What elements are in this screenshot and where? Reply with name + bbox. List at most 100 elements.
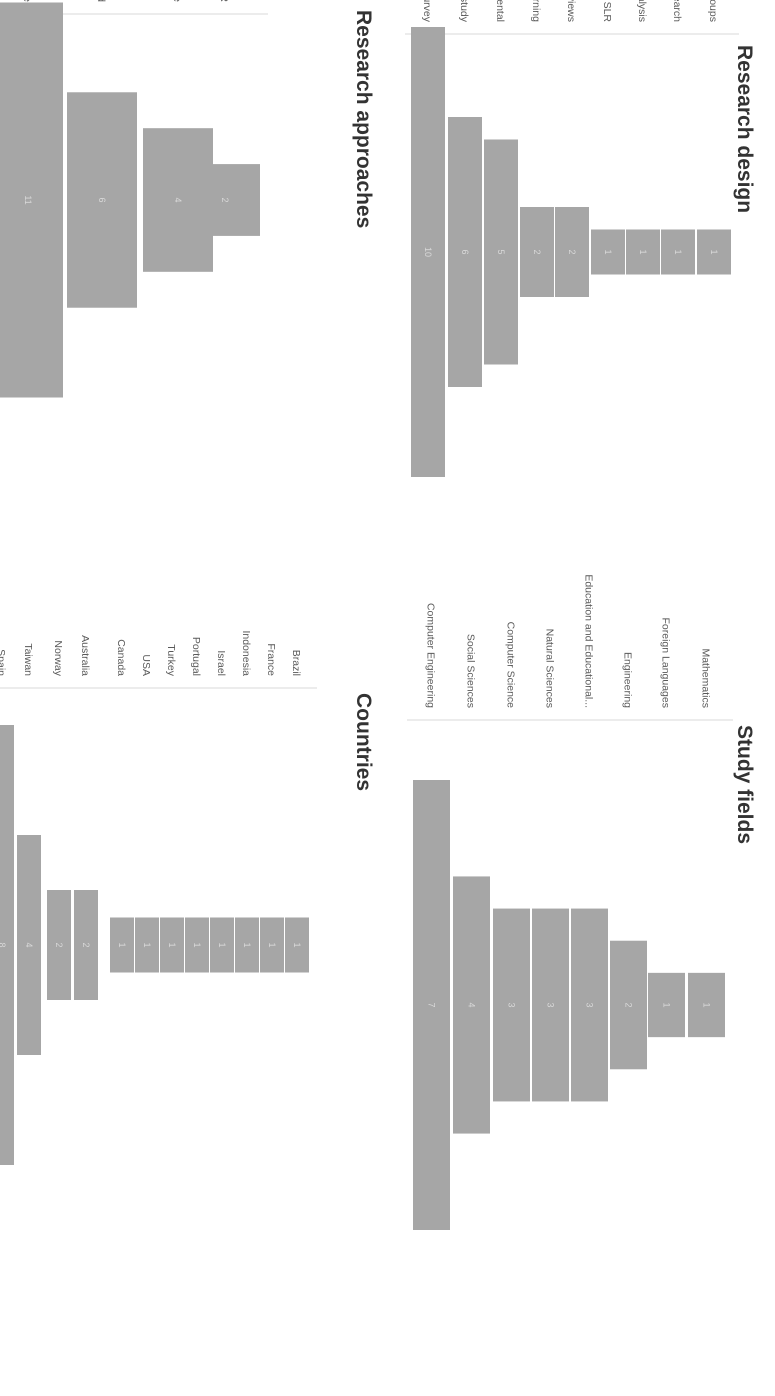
data-label: 6 bbox=[460, 249, 470, 254]
data-label: 2 bbox=[567, 249, 577, 254]
category-label: Action research bbox=[671, 0, 683, 22]
chart-title: Study fields bbox=[733, 725, 756, 844]
data-label: 1 bbox=[673, 249, 683, 254]
category-label: Turkey bbox=[165, 644, 177, 676]
rotated-figure-group: Study fields Mathematics 1 Foreign Language… bbox=[0, 0, 756, 1230]
category-label: Brazil bbox=[290, 650, 302, 676]
bar bbox=[411, 27, 445, 477]
bar bbox=[610, 940, 647, 1070]
data-label: 3 bbox=[507, 1002, 517, 1007]
data-label: 11 bbox=[23, 195, 33, 204]
data-label: 1 bbox=[702, 1002, 712, 1007]
category-label: Spain bbox=[0, 649, 7, 676]
bar bbox=[626, 229, 660, 275]
category-label: Interviews bbox=[565, 0, 577, 22]
bar bbox=[17, 835, 41, 1055]
chart-panel-2: Research design Focus groups 1 Action resea… bbox=[405, 0, 756, 477]
bar bbox=[448, 117, 482, 387]
category-label: Portugal bbox=[190, 637, 202, 676]
category-label: SLR bbox=[601, 2, 613, 23]
category-label: Computer Engineering bbox=[425, 603, 437, 708]
bar bbox=[110, 917, 134, 973]
bar bbox=[453, 876, 490, 1134]
data-label: 4 bbox=[24, 942, 34, 947]
category-label: Experimental bbox=[494, 0, 506, 22]
category-label: Australia bbox=[79, 635, 91, 676]
data-label: 1 bbox=[292, 942, 302, 947]
data-label: 1 bbox=[117, 942, 127, 947]
data-label: 2 bbox=[220, 197, 230, 202]
data-label: 2 bbox=[532, 249, 542, 254]
category-label: Deep learning bbox=[530, 0, 542, 22]
chart-panel-4: Research approaches SLR 2 Qualitative 4 Mixed… bbox=[0, 0, 375, 398]
data-label: 2 bbox=[54, 942, 64, 947]
bar bbox=[484, 139, 518, 365]
bar bbox=[210, 917, 234, 973]
bar bbox=[571, 908, 608, 1102]
category-label: Mixed bbox=[95, 0, 107, 2]
category-label: Mathematics bbox=[700, 648, 712, 708]
data-label: 1 bbox=[638, 249, 648, 254]
category-label: Education and Educational... bbox=[583, 574, 595, 708]
data-label: 6 bbox=[97, 197, 107, 202]
chart-title: Research approaches bbox=[352, 10, 375, 228]
bar bbox=[74, 890, 98, 1000]
category-label: Focus groups bbox=[707, 0, 719, 22]
bar bbox=[67, 92, 137, 308]
category-label: Survey bbox=[421, 0, 433, 23]
data-label: 8 bbox=[0, 942, 7, 947]
data-label: 3 bbox=[585, 1002, 595, 1007]
category-label: Foreign Languages bbox=[660, 618, 672, 709]
bar bbox=[520, 207, 554, 297]
data-label: 7 bbox=[427, 1002, 437, 1007]
bar bbox=[493, 908, 530, 1102]
bar bbox=[555, 207, 589, 297]
bar bbox=[688, 972, 725, 1038]
bar bbox=[532, 908, 569, 1102]
bar bbox=[135, 917, 159, 973]
category-label: SLR bbox=[218, 0, 230, 2]
category-label: Qualitative bbox=[171, 0, 183, 2]
chart-panel-1: Study fields Mathematics 1 Foreign Language… bbox=[407, 574, 756, 1230]
bar bbox=[648, 972, 685, 1038]
data-label: 1 bbox=[167, 942, 177, 947]
data-label: 1 bbox=[662, 1002, 672, 1007]
data-label: 3 bbox=[546, 1002, 556, 1007]
category-label: Indonesia bbox=[240, 630, 252, 676]
category-label: Quantitative bbox=[21, 0, 33, 2]
data-label: 1 bbox=[217, 942, 227, 947]
bar bbox=[413, 780, 450, 1230]
bar bbox=[160, 917, 184, 973]
data-label: 4 bbox=[173, 197, 183, 202]
bar bbox=[0, 2, 63, 398]
category-label: Norway bbox=[52, 640, 64, 676]
data-label: 10 bbox=[423, 247, 433, 257]
bar bbox=[591, 229, 625, 275]
category-label: Taiwan bbox=[22, 643, 34, 676]
data-label: 5 bbox=[496, 249, 506, 254]
category-label: Reflection analysis bbox=[636, 0, 648, 22]
bar bbox=[0, 725, 14, 1165]
data-label: 1 bbox=[267, 942, 277, 947]
data-label: 1 bbox=[242, 942, 252, 947]
category-label: Engineering bbox=[622, 652, 634, 708]
data-label: 2 bbox=[624, 1002, 634, 1007]
data-label: 1 bbox=[192, 942, 202, 947]
bar bbox=[47, 890, 71, 1000]
category-label: Canada bbox=[115, 639, 127, 676]
bar bbox=[185, 917, 209, 973]
data-label: 1 bbox=[142, 942, 152, 947]
category-label: Case study bbox=[458, 0, 470, 23]
bar bbox=[285, 917, 309, 973]
chart-title: Countries bbox=[352, 693, 375, 791]
bar bbox=[235, 917, 259, 973]
bar bbox=[260, 917, 284, 973]
category-label: Social Sciences bbox=[465, 634, 477, 708]
data-label: 1 bbox=[603, 249, 613, 254]
bar bbox=[143, 128, 213, 272]
chart-title: Research design bbox=[733, 45, 756, 213]
data-label: 2 bbox=[81, 942, 91, 947]
bar bbox=[661, 229, 695, 275]
